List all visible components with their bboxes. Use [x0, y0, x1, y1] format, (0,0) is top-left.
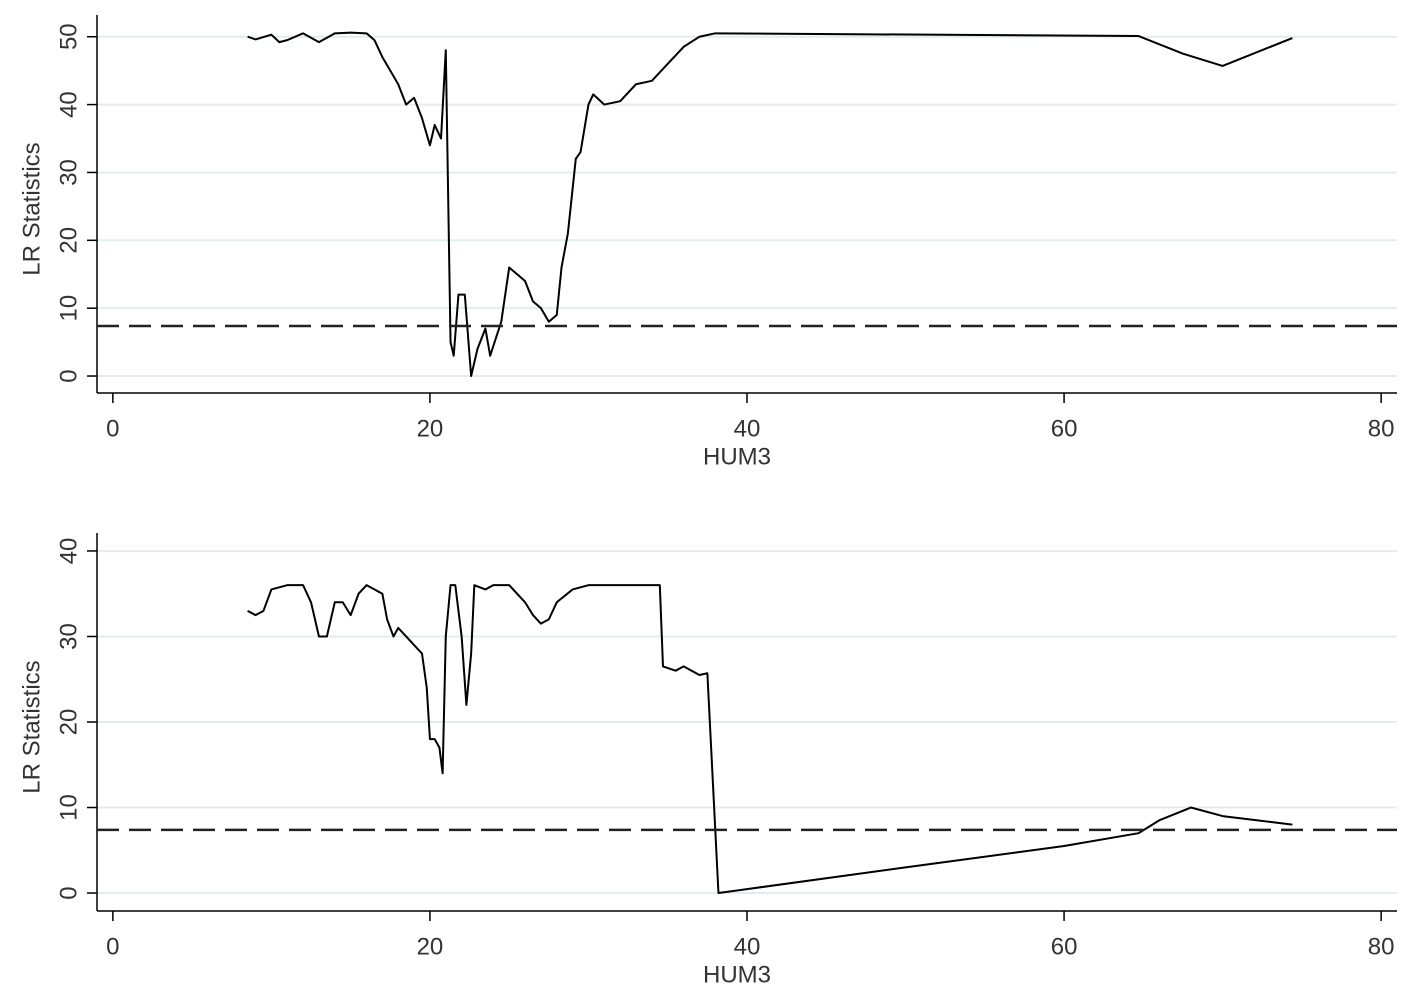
y-tick-label: 20	[55, 227, 82, 254]
line-series	[247, 31, 1293, 378]
y-axis-label: LR Statistics	[18, 660, 45, 793]
line-series	[247, 584, 1293, 895]
y-tick-label: 0	[55, 369, 82, 382]
y-tick-label: 30	[55, 159, 82, 186]
x-axis-label: HUM3	[703, 961, 771, 988]
x-tick-label: 80	[1368, 933, 1395, 960]
y-tick-label: 50	[55, 23, 82, 50]
x-tick-label: 60	[1051, 415, 1078, 442]
x-tick-label: 80	[1368, 415, 1395, 442]
x-tick-label: 60	[1051, 933, 1078, 960]
x-tick-label: 20	[417, 933, 444, 960]
x-tick-label: 40	[734, 415, 761, 442]
y-axis-label: LR Statistics	[18, 142, 45, 275]
y-tick-label: 20	[55, 709, 82, 736]
y-tick-label: 30	[55, 623, 82, 650]
x-tick-label: 0	[106, 933, 119, 960]
x-tick-label: 20	[417, 415, 444, 442]
y-tick-label: 40	[55, 91, 82, 118]
y-tick-label: 10	[55, 295, 82, 322]
y-tick-label: 40	[55, 538, 82, 565]
x-tick-label: 0	[106, 415, 119, 442]
x-tick-label: 40	[734, 933, 761, 960]
x-axis-label: HUM3	[703, 443, 771, 470]
y-tick-label: 10	[55, 794, 82, 821]
y-tick-label: 0	[55, 886, 82, 899]
